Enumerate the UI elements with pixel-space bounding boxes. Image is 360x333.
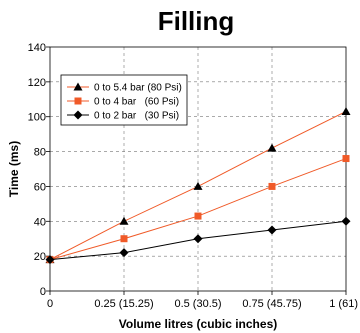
y-axis-ticks: 0 20 40 60 80 100 120 140 (28, 42, 50, 298)
y-tick-label: 80 (34, 147, 46, 159)
y-tick-label: 20 (34, 251, 46, 263)
y-tick-label: 120 (28, 77, 46, 89)
series-point (267, 143, 277, 152)
series-point (45, 255, 55, 265)
legend-marker (74, 97, 82, 105)
series-point (119, 248, 129, 258)
legend-box (60, 74, 188, 126)
series-point (267, 225, 277, 235)
legend: 0 to 5.4 bar (80 Psi) 0 to 4 bar (60 Psi)… (60, 74, 188, 126)
series-point (120, 235, 128, 243)
series-group (45, 106, 351, 265)
x-tick-label: 0 (47, 298, 53, 310)
series-point (341, 216, 351, 226)
x-tick-label: 1 (61) (329, 298, 358, 310)
x-axis-ticks: 0 0.25 (15.25) 0.5 (30.5) 0.75 (45.75) 1 (61… (47, 291, 358, 310)
x-tick-label: 0.25 (15.25) (94, 298, 153, 310)
series-point (119, 216, 129, 225)
legend-label: 0 to 2 bar (30 Psi) (94, 111, 179, 122)
y-axis-title: Time (ms) (7, 141, 21, 197)
legend-marker (73, 82, 83, 91)
series-point (193, 181, 203, 190)
series-point (194, 212, 202, 220)
x-tick-label: 0.5 (30.5) (174, 298, 221, 310)
series-point (341, 106, 351, 115)
chart-title: Filling (158, 6, 235, 36)
series-point (268, 182, 276, 190)
legend-label: 0 to 4 bar (60 Psi) (94, 97, 179, 108)
y-tick-label: 60 (34, 181, 46, 193)
series-point (193, 234, 203, 244)
y-tick-label: 40 (34, 216, 46, 228)
y-tick-label: 0 (40, 286, 46, 298)
grid-lines (50, 47, 346, 291)
x-tick-label: 0.75 (45.75) (242, 298, 301, 310)
legend-marker (73, 110, 83, 120)
y-tick-label: 140 (28, 42, 46, 54)
x-axis-title: Volume litres (cubic inches) (119, 317, 277, 331)
series-point (342, 155, 350, 163)
y-tick-label: 100 (28, 112, 46, 124)
legend-label: 0 to 5.4 bar (80 Psi) (94, 83, 182, 94)
